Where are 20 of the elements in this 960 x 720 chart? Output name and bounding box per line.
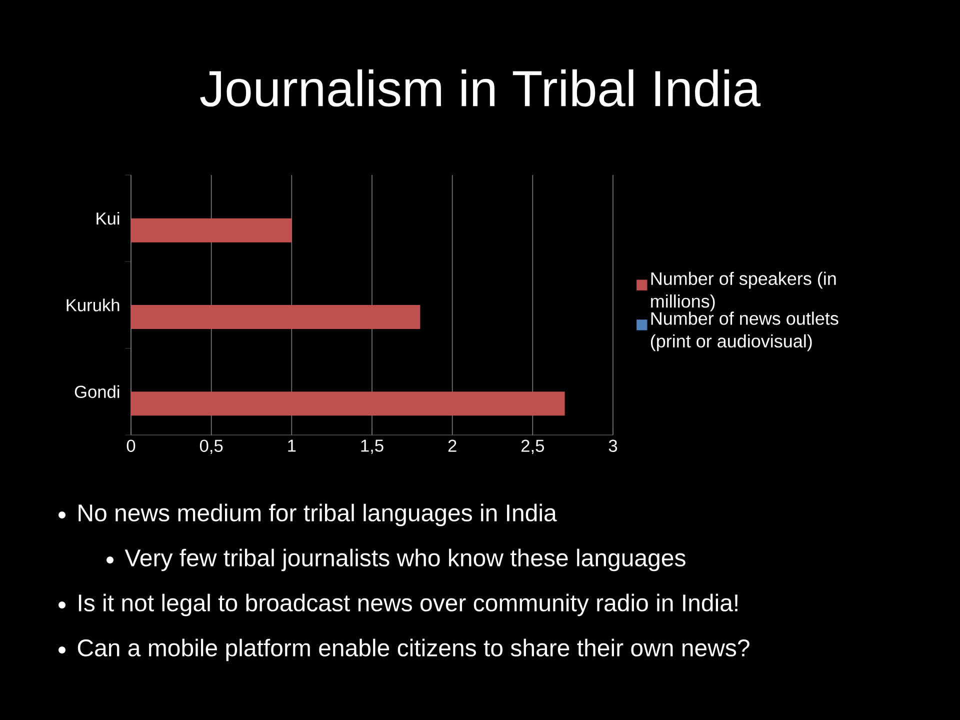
bar [131, 218, 292, 242]
x-tick-label: 0 [126, 440, 136, 452]
y-tick-label: Kui [96, 212, 120, 225]
x-tick-label: 1,5 [361, 440, 384, 454]
chart-title: Journalism in Tribal India [200, 69, 761, 107]
x-tick-label: 3 [608, 440, 618, 452]
legend-label: Number of news outlets (print or audiovisual) [650, 312, 838, 352]
text: Is it not legal to broadcast news over community radio in India! [78, 594, 738, 616]
y-tick-label: Kurukh [66, 298, 120, 312]
x-tick-label: 2,5 [521, 440, 544, 454]
text: Very few tribal journalists who know these languages [124, 548, 686, 572]
text: No news medium for tribal languages in India [78, 504, 557, 526]
x-tick-label: 2 [448, 440, 456, 452]
x-tick-label: 1 [288, 440, 296, 452]
x-tick-label: 0,5 [200, 440, 223, 454]
y-tick-label: Gondi [74, 385, 120, 398]
legend-label: Number of speakers (in millions) [651, 272, 836, 312]
bar [131, 392, 565, 416]
text: Can a mobile platform enable citizens to share their own news? [78, 638, 750, 662]
bar [131, 304, 420, 329]
